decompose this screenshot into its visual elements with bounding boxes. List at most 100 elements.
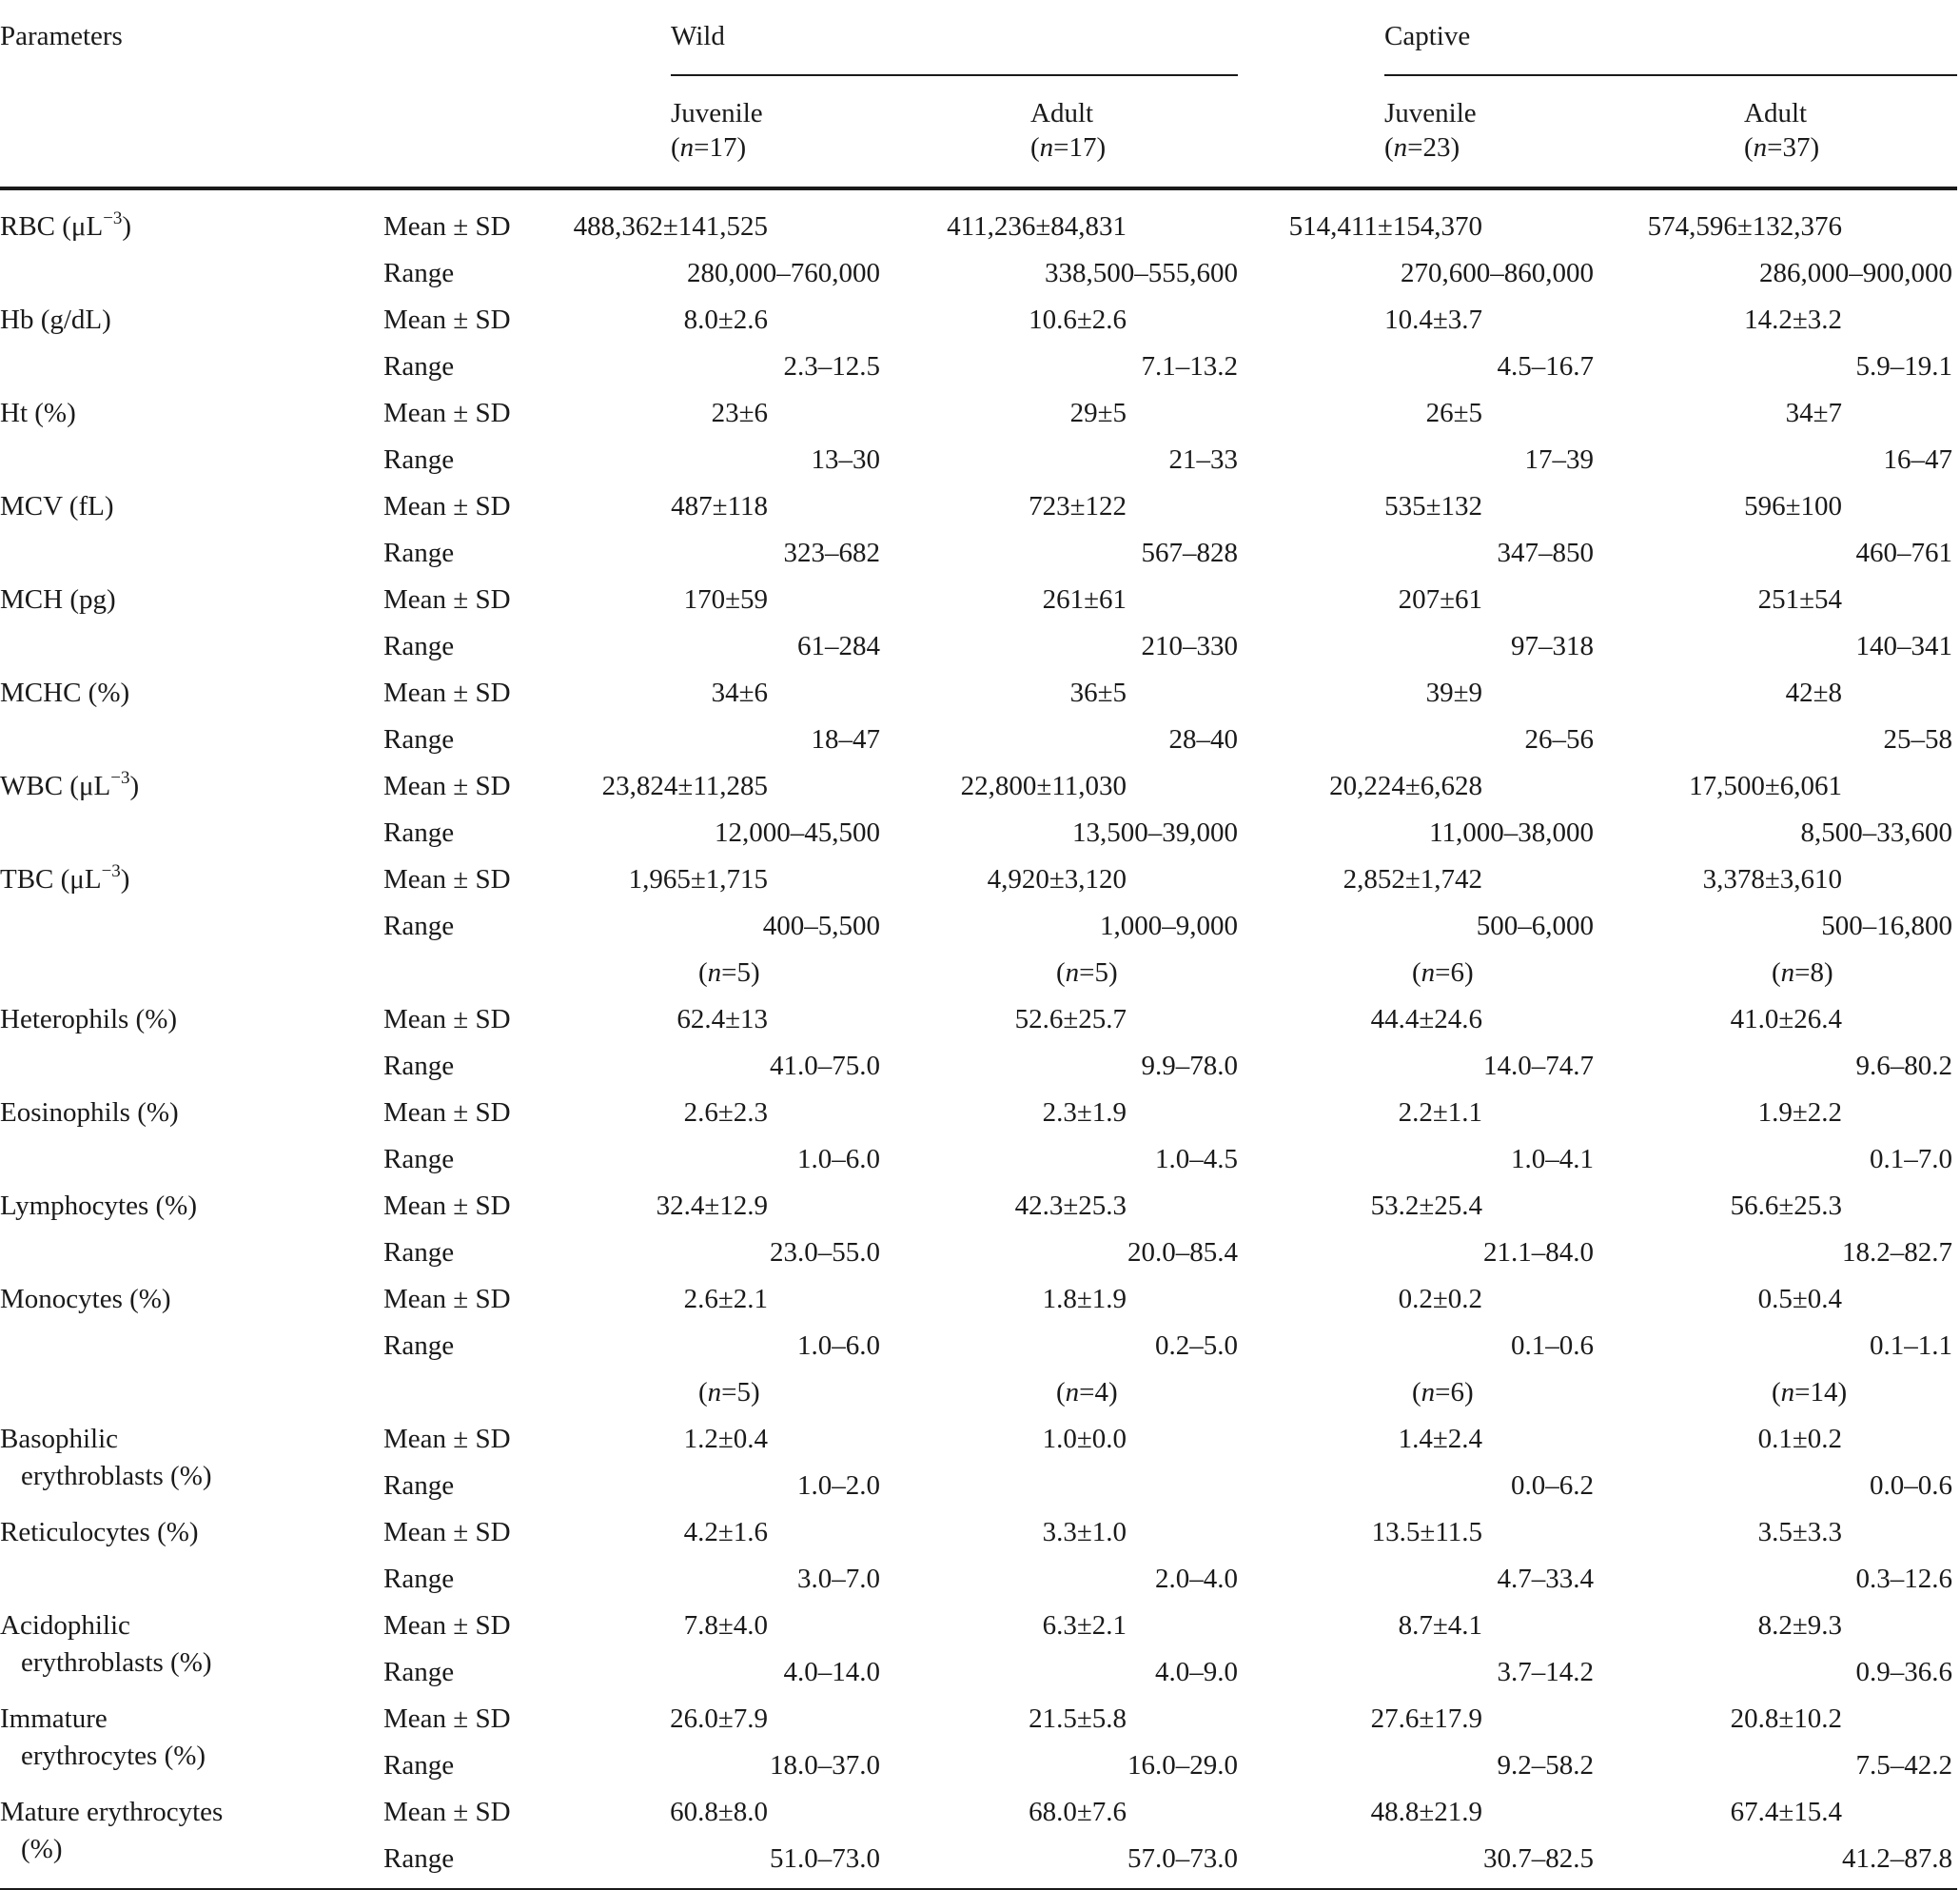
mean-cell: 8.7±4.1	[1398, 1610, 1482, 1641]
mean-cell: 2.2±1.1	[1398, 1097, 1482, 1128]
range-cell: 0.3–12.6	[1855, 1564, 1953, 1594]
parameter-label: RBC (μL−3)	[0, 208, 132, 242]
mean-cell: 32.4±12.9	[656, 1191, 768, 1221]
range-cell: 51.0–73.0	[770, 1843, 880, 1874]
range-cell: 1.0–4.1	[1511, 1144, 1594, 1174]
mean-cell: 1.0±0.0	[1042, 1424, 1127, 1454]
mean-cell: 26.0±7.9	[670, 1703, 768, 1734]
mean-cell: 44.4±24.6	[1370, 1004, 1482, 1034]
sample-size-cell: (n=8)	[1772, 957, 1833, 988]
mean-cell: 34±7	[1785, 398, 1842, 428]
stat-label-range: Range	[383, 724, 455, 755]
range-cell: 18.2–82.7	[1842, 1237, 1952, 1268]
range-cell: 14.0–74.7	[1483, 1051, 1594, 1081]
sample-size-cell: (n=14)	[1772, 1377, 1848, 1408]
mean-cell: 251±54	[1757, 584, 1842, 615]
mean-cell: 10.4±3.7	[1384, 305, 1482, 335]
captive-adult-n: (n=37)	[1744, 132, 1820, 163]
range-cell: 20.0–85.4	[1127, 1237, 1238, 1268]
range-cell: 57.0–73.0	[1127, 1843, 1238, 1874]
sample-size-cell: (n=6)	[1412, 1377, 1474, 1408]
parameter-label-line2: erythrocytes (%)	[21, 1741, 206, 1771]
mean-cell: 20,224±6,628	[1329, 771, 1482, 801]
stat-label-range: Range	[383, 258, 455, 288]
mean-cell: 23±6	[711, 398, 768, 428]
mean-cell: 6.3±2.1	[1042, 1610, 1127, 1641]
range-cell: 17–39	[1524, 444, 1595, 475]
mean-cell: 17,500±6,061	[1689, 771, 1842, 801]
mean-cell: 8.2±9.3	[1757, 1610, 1842, 1641]
stat-label-mean: Mean ± SD	[383, 305, 511, 335]
captive-juvenile-label: Juvenile	[1384, 98, 1477, 128]
mean-cell: 2.6±2.3	[683, 1097, 768, 1128]
stat-label-range: Range	[383, 1564, 455, 1594]
mean-cell: 13.5±11.5	[1371, 1517, 1482, 1547]
range-cell: 28–40	[1168, 724, 1239, 755]
range-cell: 12,000–45,500	[715, 817, 880, 848]
sample-size-cell: (n=5)	[698, 957, 760, 988]
sample-size-cell: (n=5)	[698, 1377, 760, 1408]
stat-label-mean: Mean ± SD	[383, 1797, 511, 1827]
range-cell: 11,000–38,000	[1429, 817, 1594, 848]
stat-label-range: Range	[383, 911, 455, 941]
parameter-label: Ht (%)	[0, 398, 76, 428]
range-cell: 3.0–7.0	[797, 1564, 880, 1594]
range-cell: 500–6,000	[1476, 911, 1594, 941]
range-cell: 1.0–4.5	[1155, 1144, 1238, 1174]
wild-span-rule	[671, 74, 1238, 76]
mean-cell: 41.0±26.4	[1730, 1004, 1842, 1034]
mean-cell: 39±9	[1425, 678, 1482, 708]
stat-label-range: Range	[383, 444, 455, 475]
parameter-label: Lymphocytes (%)	[0, 1191, 197, 1221]
mean-cell: 1.8±1.9	[1042, 1284, 1127, 1314]
mean-cell: 723±122	[1029, 491, 1127, 522]
mean-cell: 67.4±15.4	[1730, 1797, 1842, 1827]
stat-label-mean: Mean ± SD	[383, 1424, 511, 1454]
range-cell: 270,600–860,000	[1401, 258, 1594, 288]
mean-cell: 14.2±3.2	[1744, 305, 1842, 335]
range-cell: 97–318	[1511, 631, 1594, 661]
range-cell: 9.6–80.2	[1855, 1051, 1953, 1081]
mean-cell: 574,596±132,376	[1647, 211, 1842, 242]
range-cell: 41.2–87.8	[1842, 1843, 1952, 1874]
stat-label-range: Range	[383, 1144, 455, 1174]
range-cell: 0.9–36.6	[1855, 1657, 1953, 1687]
range-cell: 4.5–16.7	[1497, 351, 1595, 382]
captive-span-rule	[1384, 74, 1957, 76]
sample-size-cell: (n=5)	[1056, 957, 1118, 988]
wild-adult-n: (n=17)	[1030, 132, 1107, 163]
header-parameters: Parameters	[0, 21, 123, 51]
range-cell: 13,500–39,000	[1072, 817, 1238, 848]
mean-cell: 1.4±2.4	[1398, 1424, 1482, 1454]
captive-juvenile-n: (n=23)	[1384, 132, 1460, 163]
stat-label-mean: Mean ± SD	[383, 584, 511, 615]
mean-cell: 48.8±21.9	[1370, 1797, 1482, 1827]
wild-adult-label: Adult	[1030, 98, 1094, 128]
range-cell: 7.5–42.2	[1855, 1750, 1953, 1781]
mean-cell: 261±61	[1042, 584, 1127, 615]
mean-cell: 535±132	[1384, 491, 1482, 522]
mean-cell: 0.1±0.2	[1757, 1424, 1842, 1454]
stat-label-range: Range	[383, 1237, 455, 1268]
stat-label-mean: Mean ± SD	[383, 678, 511, 708]
mean-cell: 29±5	[1069, 398, 1127, 428]
mean-cell: 4.2±1.6	[683, 1517, 768, 1547]
range-cell: 0.2–5.0	[1155, 1330, 1238, 1361]
mean-cell: 487±118	[671, 491, 768, 522]
parameter-label: Mature erythrocytes	[0, 1797, 224, 1827]
table-bottom-rule	[0, 1888, 1957, 1890]
mean-cell: 52.6±25.7	[1014, 1004, 1127, 1034]
stat-label-range: Range	[383, 351, 455, 382]
stat-label-range: Range	[383, 538, 455, 568]
range-cell: 1.0–6.0	[797, 1144, 880, 1174]
stat-label-mean: Mean ± SD	[383, 1284, 511, 1314]
range-cell: 41.0–75.0	[770, 1051, 880, 1081]
stat-label-mean: Mean ± SD	[383, 1703, 511, 1734]
range-cell: 4.0–9.0	[1155, 1657, 1238, 1687]
mean-cell: 488,362±141,525	[573, 211, 768, 242]
parameter-label: Basophilic	[0, 1424, 119, 1454]
mean-cell: 21.5±5.8	[1029, 1703, 1127, 1734]
stat-label-mean: Mean ± SD	[383, 771, 511, 801]
stat-label-range: Range	[383, 1051, 455, 1081]
